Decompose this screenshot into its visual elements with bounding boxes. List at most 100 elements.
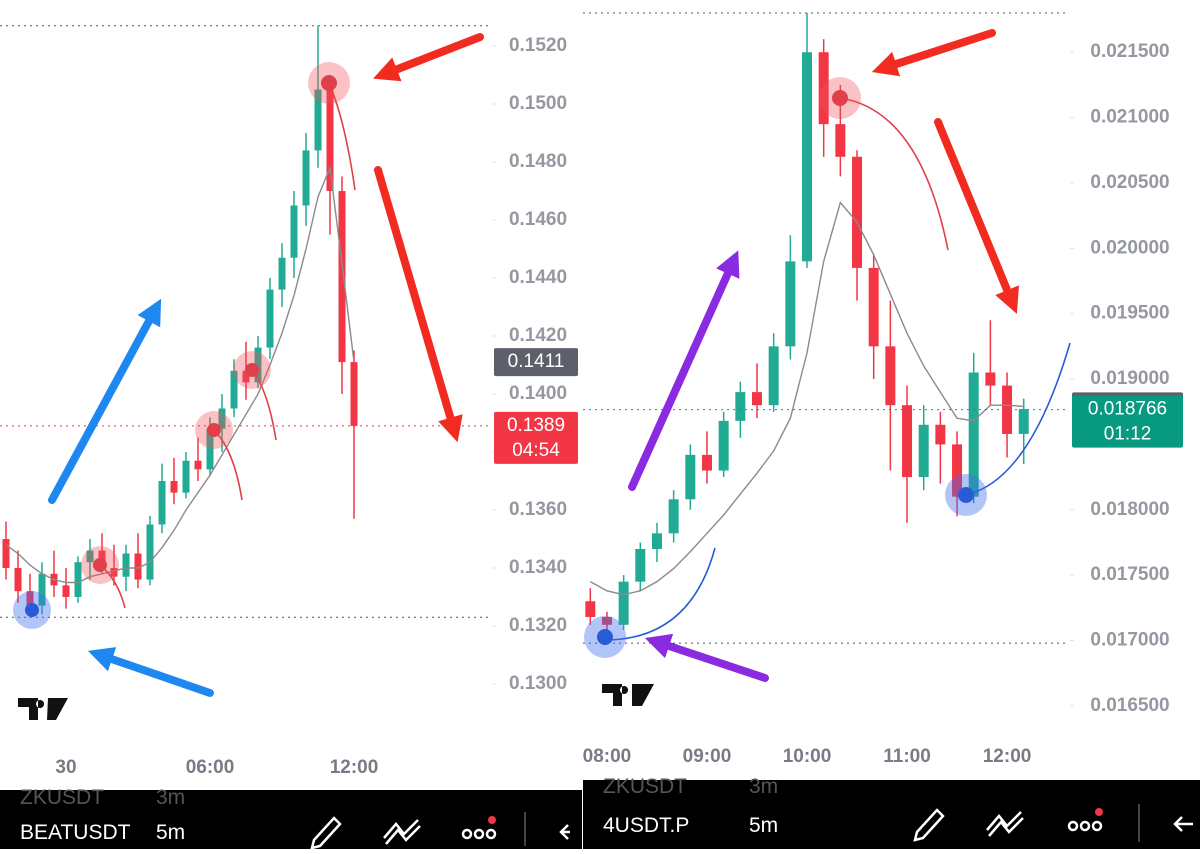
candle-body bbox=[868, 267, 879, 347]
ma-tag bbox=[494, 348, 578, 377]
symbol[interactable]: 4USDT.P bbox=[603, 814, 690, 837]
candle-body bbox=[38, 573, 46, 606]
y-tick-label: 0.020500 bbox=[1090, 172, 1169, 193]
y-tick-label: 0.021500 bbox=[1090, 41, 1169, 62]
candle-body bbox=[350, 362, 358, 426]
x-tick-label: 09:00 bbox=[683, 746, 732, 767]
badge bbox=[488, 816, 496, 824]
candle-body bbox=[935, 424, 946, 445]
lines-icon[interactable] bbox=[986, 811, 1024, 837]
candle-body bbox=[718, 420, 729, 471]
candle-body bbox=[218, 408, 226, 429]
y-tick-label: 0.1420 bbox=[509, 325, 567, 346]
candle-body bbox=[62, 585, 70, 597]
candle-body bbox=[230, 370, 238, 409]
candle-body bbox=[338, 191, 346, 363]
candle-body bbox=[618, 581, 629, 625]
prev-interval: 3m bbox=[749, 775, 779, 798]
lines-icon[interactable] bbox=[383, 819, 421, 845]
ma-tag-label: 0.1411 bbox=[508, 351, 565, 372]
undo-icon[interactable] bbox=[1173, 816, 1193, 832]
interval[interactable]: 5m bbox=[749, 814, 779, 837]
price-tag bbox=[1072, 395, 1183, 448]
prev-symbol: ZKUSDT bbox=[603, 775, 687, 798]
x-tick-label: 12:00 bbox=[983, 746, 1032, 767]
more-icon[interactable] bbox=[461, 828, 497, 840]
y-tick-label: 0.1480 bbox=[509, 151, 567, 172]
countdown: 04:54 bbox=[512, 440, 560, 461]
x-tick-label: 11:00 bbox=[883, 746, 931, 767]
candle-body bbox=[585, 601, 596, 617]
candle-body bbox=[326, 89, 334, 191]
y-tick-label: 0.019500 bbox=[1090, 303, 1169, 324]
y-tick-label: 0.1300 bbox=[509, 673, 567, 694]
x-tick-label: 08:00 bbox=[583, 746, 632, 767]
candle-body bbox=[818, 52, 829, 125]
candle-body bbox=[852, 156, 863, 268]
y-tick-label: 0.020000 bbox=[1090, 237, 1169, 258]
candle-body bbox=[635, 548, 646, 582]
candle-body bbox=[735, 392, 746, 421]
draw-icon[interactable] bbox=[913, 808, 945, 842]
undo-icon[interactable] bbox=[559, 824, 570, 840]
price-tag bbox=[494, 411, 578, 464]
candle-body bbox=[752, 392, 762, 406]
y-tick-label: 0.017000 bbox=[1090, 630, 1169, 651]
candle-body bbox=[918, 424, 929, 478]
y-tick-label: 0.1460 bbox=[509, 209, 567, 230]
candle-body bbox=[768, 346, 779, 406]
draw-icon[interactable] bbox=[310, 816, 342, 849]
candle-body bbox=[158, 481, 166, 525]
x-tick-label: 10:00 bbox=[783, 746, 832, 767]
symbol[interactable]: BEATUSDT bbox=[20, 821, 131, 844]
candle-body bbox=[2, 539, 10, 568]
y-tick-label: 0.1500 bbox=[509, 93, 567, 114]
candle-body bbox=[952, 444, 963, 497]
candle-body bbox=[254, 347, 262, 383]
candle-body bbox=[902, 405, 913, 478]
candle-body bbox=[685, 454, 696, 500]
candle-body bbox=[86, 550, 94, 563]
candle-body bbox=[968, 372, 979, 497]
y-tick-label: 0.1340 bbox=[509, 557, 567, 578]
candle-body bbox=[835, 124, 846, 157]
candle-body bbox=[885, 346, 896, 406]
candle-body bbox=[194, 460, 202, 470]
y-tick-label: 0.1320 bbox=[509, 615, 567, 636]
candle-body bbox=[290, 205, 298, 258]
y-tick-label: 0.1440 bbox=[509, 267, 567, 288]
candle-body bbox=[785, 261, 796, 347]
candle-body bbox=[74, 562, 82, 597]
y-tick-label: 0.021000 bbox=[1090, 107, 1169, 128]
x-tick-label: 12:00 bbox=[330, 757, 379, 778]
candle-body bbox=[98, 550, 106, 568]
x-tick-label: 30 bbox=[55, 757, 76, 778]
interval[interactable]: 5m bbox=[156, 821, 186, 844]
candle-body bbox=[278, 257, 286, 290]
candle-body bbox=[14, 568, 22, 592]
y-tick-label: 0.1520 bbox=[509, 35, 567, 56]
toolbar: ZKUSDT 3m BEATUSDT 5m bbox=[0, 786, 582, 849]
candle-body bbox=[314, 89, 322, 151]
candle-body bbox=[651, 533, 662, 549]
countdown: 01:12 bbox=[1104, 424, 1152, 445]
candle-body bbox=[1018, 409, 1029, 434]
candle-body bbox=[985, 372, 996, 386]
y-tick-label: 0.016500 bbox=[1090, 695, 1169, 716]
x-tick-label: 06:00 bbox=[186, 757, 235, 778]
candle-body bbox=[110, 568, 118, 577]
prev-symbol: ZKUSDT bbox=[20, 786, 104, 809]
candle-body bbox=[701, 454, 712, 471]
price-tag-label: 0.018766 bbox=[1088, 399, 1167, 420]
candle-body bbox=[668, 499, 679, 534]
moving-average bbox=[5, 165, 355, 584]
candle-body bbox=[122, 553, 130, 577]
candle-body bbox=[266, 289, 274, 348]
badge bbox=[1095, 808, 1103, 816]
more-icon[interactable] bbox=[1067, 820, 1103, 832]
price-tag-label: 0.1389 bbox=[507, 415, 565, 436]
prev-interval: 3m bbox=[156, 786, 186, 809]
candle-body bbox=[302, 150, 310, 206]
y-tick-label: 0.019000 bbox=[1090, 368, 1169, 389]
